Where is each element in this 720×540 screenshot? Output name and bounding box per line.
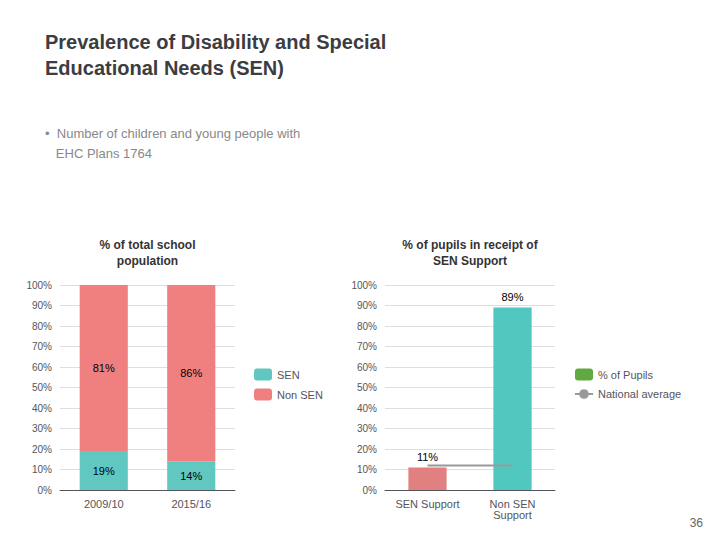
svg-text:11%: 11% (417, 451, 438, 463)
svg-text:80%: 80% (32, 321, 52, 332)
svg-text:Prevalence of Disability and S: Prevalence of Disability and Special (45, 31, 386, 53)
svg-text:90%: 90% (32, 300, 52, 311)
svg-text:100%: 100% (26, 280, 52, 291)
svg-text:30%: 30% (32, 423, 52, 434)
svg-text:70%: 70% (32, 341, 52, 352)
svg-text:10%: 10% (357, 464, 377, 475)
svg-text:14%: 14% (180, 470, 202, 482)
svg-text:Educational Needs (SEN): Educational Needs (SEN) (45, 57, 284, 79)
svg-text:0%: 0% (38, 485, 53, 496)
svg-text:70%: 70% (357, 341, 377, 352)
svg-text:2015/16: 2015/16 (171, 498, 211, 510)
svg-text:89%: 89% (501, 291, 523, 303)
svg-text:19%: 19% (93, 465, 115, 477)
svg-text:population: population (117, 254, 178, 268)
svg-text:0%: 0% (363, 485, 378, 496)
svg-text:SEN Support: SEN Support (433, 254, 507, 268)
svg-text:% of Pupils: % of Pupils (598, 369, 654, 381)
svg-text:30%: 30% (357, 423, 377, 434)
svg-text:60%: 60% (32, 362, 52, 373)
svg-text:Non SEN: Non SEN (277, 389, 323, 401)
svg-text:SEN Support: SEN Support (395, 498, 459, 510)
svg-text:20%: 20% (357, 444, 377, 455)
svg-text:40%: 40% (32, 403, 52, 414)
svg-text:50%: 50% (357, 382, 377, 393)
svg-text:% of total school: % of total school (100, 238, 196, 252)
svg-text:36: 36 (690, 516, 704, 530)
svg-text:Non SEN: Non SEN (489, 497, 536, 510)
svg-text:20%: 20% (32, 444, 52, 455)
svg-text:90%: 90% (357, 300, 377, 311)
svg-text:81%: 81% (93, 362, 115, 374)
svg-text:50%: 50% (32, 382, 52, 393)
svg-text:60%: 60% (357, 362, 377, 373)
svg-text:10%: 10% (32, 464, 52, 475)
svg-text:EHC Plans 1764: EHC Plans 1764 (45, 146, 152, 161)
svg-text:80%: 80% (357, 321, 377, 332)
svg-text:SEN: SEN (277, 369, 300, 381)
svg-text:• Number of children and youn: • Number of children and young people wi… (45, 126, 300, 141)
svg-text:% of pupils in receipt of: % of pupils in receipt of (402, 238, 538, 252)
svg-text:100%: 100% (351, 280, 377, 291)
svg-text:2009/10: 2009/10 (84, 498, 124, 510)
svg-text:National average: National average (598, 388, 681, 400)
svg-text:40%: 40% (357, 403, 377, 414)
svg-text:86%: 86% (180, 367, 202, 379)
svg-text:Support: Support (493, 509, 532, 521)
